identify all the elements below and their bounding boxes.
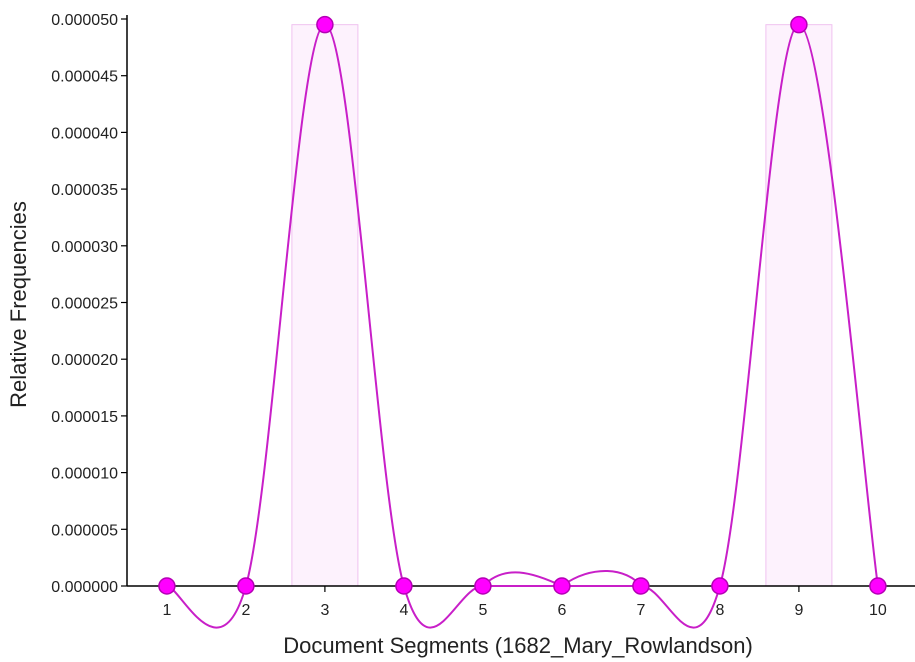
y-axis-title: Relative Frequencies [6, 201, 31, 408]
x-tick-label: 10 [869, 602, 887, 619]
x-tick-label: 5 [478, 602, 487, 619]
data-point-7[interactable] [632, 577, 650, 595]
data-point-3[interactable] [316, 15, 334, 34]
y-tick-label: 0.000025 [51, 296, 118, 313]
highlight-bars [291, 24, 833, 587]
data-point-6[interactable] [553, 577, 571, 595]
x-tick-label: 7 [636, 602, 645, 619]
data-point-10[interactable] [869, 577, 887, 595]
y-tick-label: 0.000045 [51, 69, 118, 86]
x-axis-ticks: 1 2 3 4 5 6 7 8 9 10 [162, 586, 887, 619]
x-tick-label: 3 [320, 602, 329, 619]
y-tick-label: 0.000015 [51, 409, 118, 426]
highlight-bar-3 [291, 24, 359, 587]
y-axis-ticks: 0.000000 0.000005 0.000010 0.000015 0.000020… [51, 12, 127, 596]
y-tick-label: 0.000005 [51, 522, 118, 539]
y-tick-label: 0.000030 [51, 239, 118, 256]
y-tick-label: 0.000050 [51, 12, 118, 29]
x-axis-title: Document Segments (1682_Mary_Rowlandson) [283, 633, 753, 658]
x-tick-label: 4 [399, 602, 408, 619]
data-point-4[interactable] [395, 577, 413, 595]
y-tick-label: 0.000010 [51, 466, 118, 483]
data-point-8[interactable] [711, 577, 729, 595]
x-tick-label: 8 [715, 602, 724, 619]
x-tick-label: 1 [162, 602, 171, 619]
series-line-path [166, 23, 879, 629]
data-point-2[interactable] [237, 577, 255, 595]
data-point-1[interactable] [158, 577, 176, 595]
x-tick-label: 2 [241, 602, 250, 619]
data-points [158, 15, 887, 595]
y-tick-label: 0.000035 [51, 182, 118, 199]
data-point-9[interactable] [790, 15, 808, 34]
x-tick-label: 9 [794, 602, 803, 619]
x-tick-label: 6 [557, 602, 566, 619]
y-tick-label: 0.000020 [51, 352, 118, 369]
y-tick-label: 0.000040 [51, 125, 118, 142]
y-tick-label: 0.000000 [51, 579, 118, 596]
data-point-5[interactable] [474, 577, 492, 595]
